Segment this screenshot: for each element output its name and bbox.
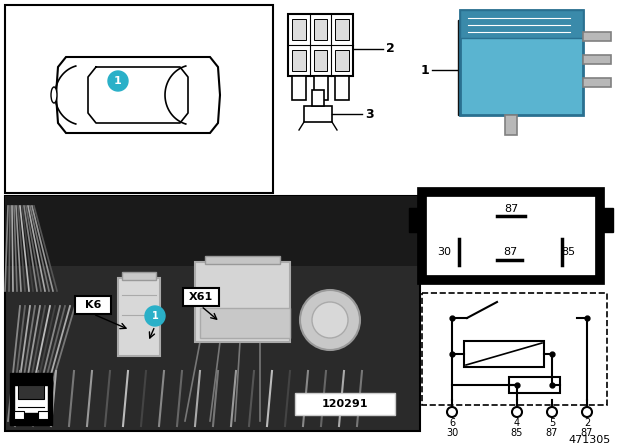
Text: 1: 1 (420, 64, 429, 77)
Bar (292, 50, 306, 71)
Bar (314, 19, 327, 40)
Bar (505, 115, 517, 135)
Bar (5, 196, 420, 431)
Text: 471305: 471305 (569, 435, 611, 445)
Bar (583, 78, 611, 87)
Bar (464, 341, 544, 367)
Bar (10, 373, 52, 425)
Bar (304, 106, 332, 122)
Bar (205, 256, 280, 264)
Polygon shape (56, 57, 220, 133)
Text: 30: 30 (446, 428, 458, 438)
Circle shape (447, 407, 457, 417)
Text: K6: K6 (85, 300, 101, 310)
Bar (122, 272, 156, 280)
Text: 5: 5 (549, 418, 555, 428)
Text: 1: 1 (152, 311, 158, 321)
Bar (314, 50, 327, 71)
Ellipse shape (51, 87, 57, 103)
Text: 87: 87 (504, 204, 518, 214)
Text: X61: X61 (189, 292, 213, 302)
Bar (75, 296, 111, 314)
Bar (460, 10, 583, 38)
Circle shape (145, 306, 165, 326)
Circle shape (300, 290, 360, 350)
Bar (422, 293, 607, 405)
Bar (409, 208, 422, 232)
Circle shape (582, 407, 592, 417)
Text: 3: 3 (365, 108, 373, 121)
Text: 1: 1 (114, 76, 122, 86)
Text: 85: 85 (511, 428, 523, 438)
Text: 30: 30 (437, 247, 451, 257)
Circle shape (512, 407, 522, 417)
Bar (38, 411, 48, 419)
Bar (14, 411, 24, 419)
Text: 2: 2 (584, 418, 590, 428)
Text: 120291: 120291 (322, 399, 368, 409)
Text: 85: 85 (561, 247, 575, 257)
Text: 2: 2 (386, 43, 394, 56)
Bar (195, 262, 290, 342)
Bar (183, 288, 219, 306)
Bar (335, 76, 349, 100)
Bar (509, 377, 560, 393)
Bar (460, 10, 583, 115)
Bar (422, 192, 600, 280)
Circle shape (108, 71, 128, 91)
Bar (5, 5, 273, 193)
Bar (200, 308, 290, 338)
Bar (600, 208, 613, 232)
Bar (312, 90, 324, 106)
Bar (583, 32, 611, 41)
Bar (314, 76, 328, 100)
Text: 87: 87 (503, 247, 517, 257)
Bar (295, 393, 395, 415)
Bar (458, 20, 464, 115)
Bar (335, 50, 349, 71)
Bar (292, 19, 306, 40)
Bar (288, 14, 353, 76)
Bar (583, 55, 611, 64)
Text: 87: 87 (581, 428, 593, 438)
Bar (335, 19, 349, 40)
Text: 87: 87 (546, 428, 558, 438)
Bar (118, 278, 160, 356)
Circle shape (547, 407, 557, 417)
Bar (18, 385, 44, 399)
Bar (5, 196, 420, 266)
Bar (14, 385, 48, 413)
Text: 6: 6 (449, 418, 455, 428)
Bar (292, 76, 306, 100)
Circle shape (312, 302, 348, 338)
Text: 4: 4 (514, 418, 520, 428)
